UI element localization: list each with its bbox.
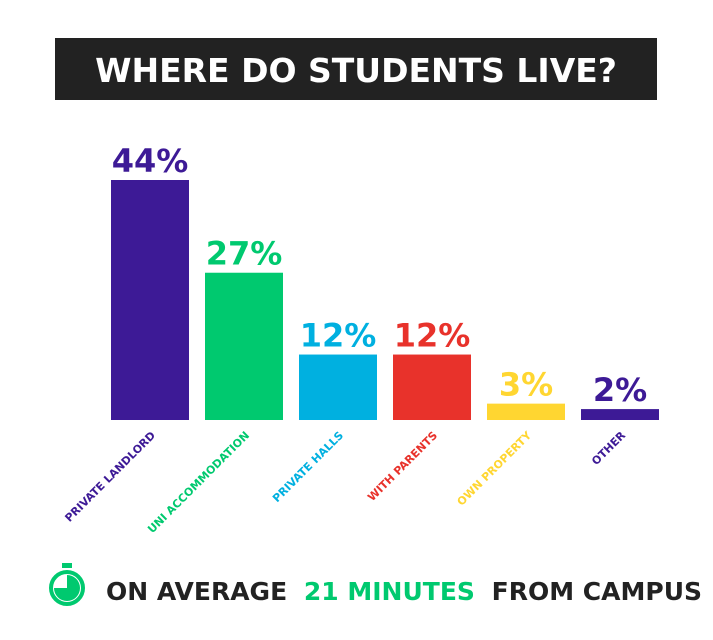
bar bbox=[393, 354, 471, 420]
value-label: 44% bbox=[112, 142, 189, 180]
x-tick-label: WITH PARENTS bbox=[365, 429, 440, 504]
x-tick-label: PRIVATE HALLS bbox=[270, 429, 346, 505]
x-tick-label: UNI ACCOMMODATION bbox=[145, 429, 252, 536]
bar bbox=[581, 409, 659, 420]
stopwatch-icon bbox=[49, 563, 85, 606]
x-tick-label: OWN PROPERTY bbox=[455, 428, 535, 508]
value-label: 27% bbox=[206, 235, 283, 273]
bar bbox=[299, 354, 377, 420]
chart-title: WHERE DO STUDENTS LIVE? bbox=[95, 51, 617, 90]
bar bbox=[111, 180, 189, 420]
value-label: 12% bbox=[300, 317, 377, 355]
bar bbox=[205, 272, 283, 420]
annotation: ON AVERAGE 21 MINUTES FROM CAMPUS bbox=[106, 577, 702, 606]
title-box bbox=[55, 38, 657, 100]
x-tick-label: PRIVATE LANDLORD bbox=[62, 429, 158, 525]
annotation-text: ON AVERAGE bbox=[106, 577, 287, 606]
annotation-highlight: 21 MINUTES bbox=[304, 577, 475, 606]
x-tick-label: OTHER bbox=[589, 429, 628, 468]
value-label: 3% bbox=[499, 366, 553, 404]
bar bbox=[487, 403, 565, 420]
annotation-text: FROM CAMPUS bbox=[492, 577, 702, 606]
value-label: 12% bbox=[394, 317, 471, 355]
value-label: 2% bbox=[593, 371, 647, 409]
